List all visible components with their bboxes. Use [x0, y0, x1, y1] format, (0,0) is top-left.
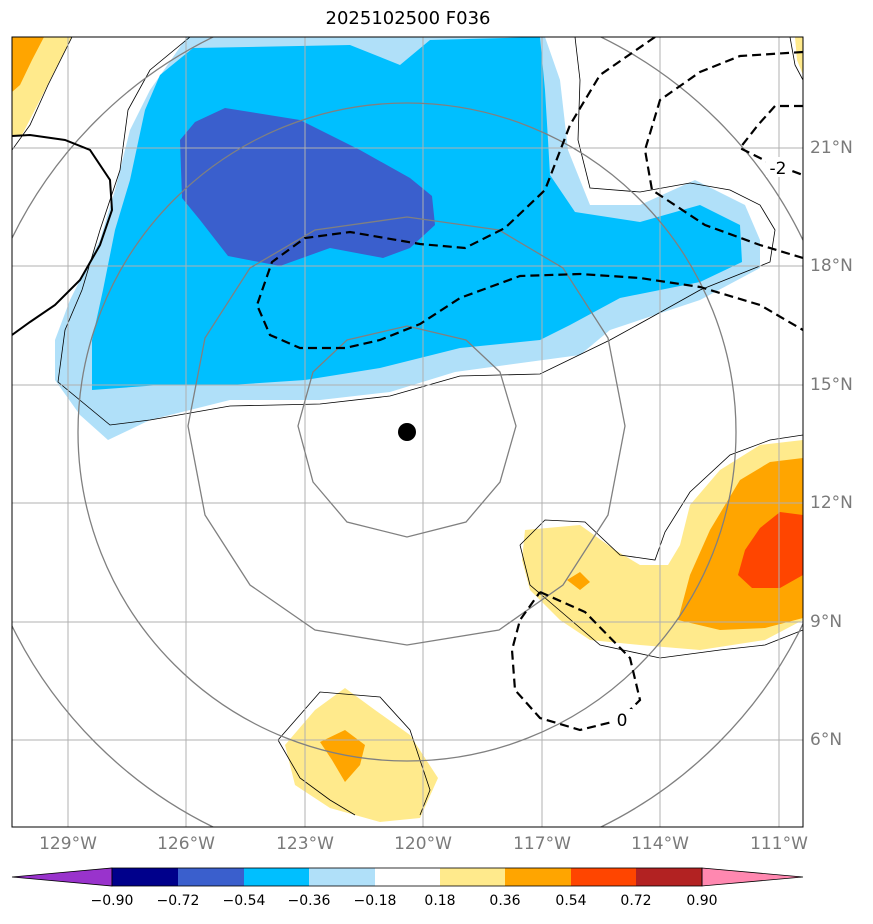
lon-label: 117°W — [513, 834, 571, 854]
contour-label-minus-two: -2 — [770, 159, 787, 179]
colorbar-segment — [244, 868, 309, 886]
lon-label: 120°W — [394, 834, 452, 854]
map-title: 2025102500 F036 — [325, 8, 491, 29]
shade-positive-northwest-inner — [12, 37, 44, 92]
range-ring-2 — [187, 216, 626, 646]
map-frame — [11, 36, 804, 828]
colorbar-segment — [309, 868, 375, 886]
colorbar-tick-label: −0.90 — [90, 893, 134, 909]
dashed-contour-north — [255, 37, 803, 350]
solid-contour-west — [12, 133, 114, 336]
range-ring-1 — [297, 325, 517, 538]
colorbar-segment — [375, 868, 440, 886]
lon-label: 111°W — [750, 834, 808, 854]
shade-positive-northeast — [795, 37, 803, 75]
lat-label: 15°N — [810, 375, 853, 395]
colorbar-tick-label: −0.36 — [287, 893, 331, 909]
colorbar-segment — [178, 868, 244, 886]
lon-label: 123°W — [276, 834, 334, 854]
colorbar-tick-label: 0.54 — [555, 893, 587, 909]
colorbar-segment — [505, 868, 571, 886]
range-rings — [12, 37, 803, 827]
colorbar-segment — [112, 868, 178, 886]
lat-label: 12°N — [810, 493, 853, 513]
shade-positive-south-inner — [320, 730, 365, 782]
contour-label-background — [766, 157, 790, 177]
colorbar — [11, 867, 804, 887]
colorbar-tick-label: 0.36 — [489, 893, 521, 909]
contour-label-background — [612, 709, 632, 729]
storm-center-marker — [398, 423, 416, 441]
colorbar-frame — [111, 867, 703, 887]
contour-label-zero: 0 — [617, 711, 628, 731]
colorbar-extend-low — [11, 867, 113, 887]
lon-label: 114°W — [631, 834, 689, 854]
map-plot-area — [12, 37, 803, 827]
colorbar-tick-label: −0.54 — [222, 893, 266, 909]
lat-label: 9°N — [810, 612, 843, 632]
colorbar-extend-high — [701, 867, 804, 887]
dashed-contour-northeast — [643, 50, 803, 260]
dashed-contour-zero — [510, 590, 642, 732]
colorbar-segment — [636, 868, 702, 886]
colorbar-tick-label: −0.72 — [156, 893, 200, 909]
colorbar-segment — [440, 868, 505, 886]
colorbar-tick-label: 0.72 — [620, 893, 652, 909]
shade-positive-east-inner — [738, 512, 803, 588]
colorbar-tick-label: −0.18 — [353, 893, 397, 909]
lon-label: 129°W — [39, 834, 97, 854]
lat-label: 18°N — [810, 256, 853, 276]
colorbar-segment — [571, 868, 636, 886]
colorbar-tick-label: 0.18 — [424, 893, 456, 909]
shade-positive-small — [567, 572, 590, 590]
lon-label: 126°W — [157, 834, 215, 854]
range-ring-3 — [77, 102, 737, 762]
lat-label: 6°N — [810, 730, 843, 750]
lat-label: 21°N — [810, 138, 853, 158]
colorbar-tick-label: 0.90 — [686, 893, 718, 909]
